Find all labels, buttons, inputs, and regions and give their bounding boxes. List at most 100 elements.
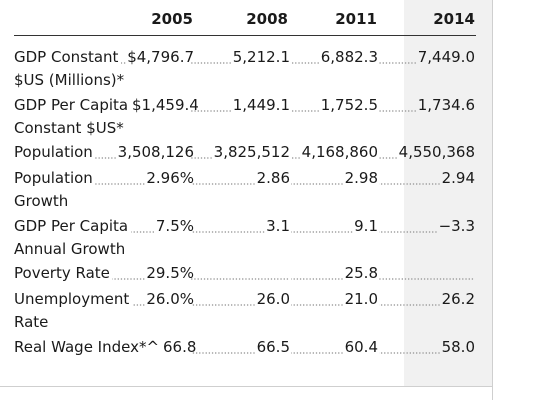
dot-leader bbox=[191, 231, 266, 233]
row-label-line: Population bbox=[14, 169, 93, 187]
dot-leader bbox=[291, 183, 344, 185]
dot-leader bbox=[191, 110, 232, 112]
table-cell-2008: 3.1 bbox=[191, 215, 290, 238]
row-label-line: Growth bbox=[14, 192, 69, 210]
table-cell-2005: 7.5% bbox=[131, 215, 194, 238]
table-cell-2011: 9.1 bbox=[291, 215, 378, 238]
dot-leader bbox=[379, 62, 417, 64]
dot-leader bbox=[132, 304, 146, 306]
table-cell-2011: 25.8 bbox=[291, 262, 378, 285]
data-table-panel: 2005 2008 2011 2014 GDP Constant $US (Mil… bbox=[0, 0, 492, 387]
table-cell-2011: 2.98 bbox=[291, 167, 378, 190]
dot-leader bbox=[291, 352, 344, 354]
table-cell-2005: 29.5% bbox=[112, 262, 194, 285]
dot-leader bbox=[379, 110, 417, 112]
table-cell-2008: 1,449.1 bbox=[191, 94, 290, 117]
row-label-line: Constant $US* bbox=[14, 119, 124, 137]
row-label-line: GDP Per Capita bbox=[14, 96, 129, 114]
table-cell-2014: 4,550,368 bbox=[379, 141, 475, 164]
cell-value: 3,508,126 bbox=[117, 143, 194, 161]
table-cell-2008: 5,212.1 bbox=[191, 46, 290, 69]
dot-leader bbox=[291, 231, 354, 233]
cell-value: 60.4 bbox=[344, 338, 378, 356]
table-cell-2011: 4,168,860 bbox=[291, 141, 378, 164]
cell-value: 5,212.1 bbox=[232, 48, 290, 66]
row-label-line: Rate bbox=[14, 313, 49, 331]
header-divider bbox=[14, 35, 476, 36]
dot-leader bbox=[131, 231, 155, 233]
dot-leader bbox=[379, 231, 438, 233]
cell-value: $4,796.7 bbox=[127, 48, 194, 66]
cell-value: 4,550,368 bbox=[398, 143, 475, 161]
table-cell-2005: $1,459.4 bbox=[131, 94, 199, 117]
dot-leader bbox=[112, 278, 146, 280]
cell-value: 66.8 bbox=[163, 338, 197, 356]
page-margin bbox=[492, 0, 542, 400]
dot-leader bbox=[191, 278, 289, 280]
table-cell-2008 bbox=[191, 262, 290, 285]
row-label-line: Poverty Rate bbox=[14, 264, 110, 282]
dot-leader bbox=[379, 352, 441, 354]
row-label: Population bbox=[14, 141, 164, 164]
table-cell-2014: 2.94 bbox=[379, 167, 475, 190]
dot-leader bbox=[191, 352, 256, 354]
cell-value: 1,734.6 bbox=[417, 96, 475, 114]
table-cell-2011: 1,752.5 bbox=[291, 94, 378, 117]
table-cell-2008: 66.5 bbox=[191, 336, 290, 359]
table-cell-2014: 26.2 bbox=[379, 288, 475, 311]
table-cell-2014: −3.3 bbox=[379, 215, 475, 238]
row-label-line: Population bbox=[14, 143, 93, 161]
table-cell-2011: 6,882.3 bbox=[291, 46, 378, 69]
table-cell-2005: 2.96% bbox=[95, 167, 194, 190]
cell-value: 26.0% bbox=[146, 290, 194, 308]
table-cell-2008: 2.86 bbox=[191, 167, 290, 190]
cell-value: 29.5% bbox=[146, 264, 194, 282]
dot-leader bbox=[291, 304, 344, 306]
column-header-2008: 2008 bbox=[246, 10, 288, 28]
dot-leader bbox=[191, 157, 213, 159]
column-header-2011: 2011 bbox=[335, 10, 377, 28]
cell-value: 2.94 bbox=[441, 169, 475, 187]
dot-leader bbox=[379, 304, 441, 306]
dot-leader bbox=[191, 183, 256, 185]
cell-value: 2.96% bbox=[146, 169, 194, 187]
row-label: Population Growth bbox=[14, 167, 164, 213]
cell-value: 21.0 bbox=[344, 290, 378, 308]
dot-leader bbox=[121, 62, 127, 64]
row-label-line: $US (Millions)* bbox=[14, 71, 125, 89]
table-cell-2005: $4,796.7 bbox=[121, 46, 194, 69]
dot-leader bbox=[191, 304, 256, 306]
dot-leader bbox=[291, 278, 344, 280]
dot-leader bbox=[95, 157, 117, 159]
dot-leader bbox=[291, 62, 320, 64]
table-cell-2005: 26.0% bbox=[132, 288, 194, 311]
cell-value: 1,752.5 bbox=[320, 96, 378, 114]
column-header-2005: 2005 bbox=[151, 10, 193, 28]
table-cell-2014: 58.0 bbox=[379, 336, 475, 359]
cell-value: $1,459.4 bbox=[132, 96, 199, 114]
cell-value: 2.86 bbox=[256, 169, 290, 187]
row-label-line: Unemployment bbox=[14, 290, 130, 308]
table-cell-2014: 7,449.0 bbox=[379, 46, 475, 69]
highlighted-column-2014 bbox=[404, 0, 492, 386]
cell-value: 4,168,860 bbox=[301, 143, 378, 161]
table-cell-2014 bbox=[379, 262, 475, 285]
dot-leader bbox=[379, 157, 398, 159]
cell-value: 6,882.3 bbox=[320, 48, 378, 66]
row-label: GDP Per Capita Annual Growth bbox=[14, 215, 164, 261]
dot-leader bbox=[379, 183, 441, 185]
row-label-line: GDP Per Capita bbox=[14, 217, 129, 235]
row-label-line: Annual Growth bbox=[14, 240, 126, 258]
cell-value: 26.0 bbox=[256, 290, 290, 308]
row-label-line: Real Wage Index*^ bbox=[14, 338, 160, 356]
table-cell-2005: 3,508,126 bbox=[95, 141, 194, 164]
dot-leader bbox=[291, 110, 320, 112]
cell-value: 3.1 bbox=[266, 217, 290, 235]
table-cell-2011: 60.4 bbox=[291, 336, 378, 359]
cell-value: 66.5 bbox=[256, 338, 290, 356]
cell-value: 7.5% bbox=[155, 217, 194, 235]
dot-leader bbox=[291, 157, 301, 159]
dot-leader bbox=[95, 183, 146, 185]
cell-value: 9.1 bbox=[354, 217, 378, 235]
table-cell-2008: 26.0 bbox=[191, 288, 290, 311]
